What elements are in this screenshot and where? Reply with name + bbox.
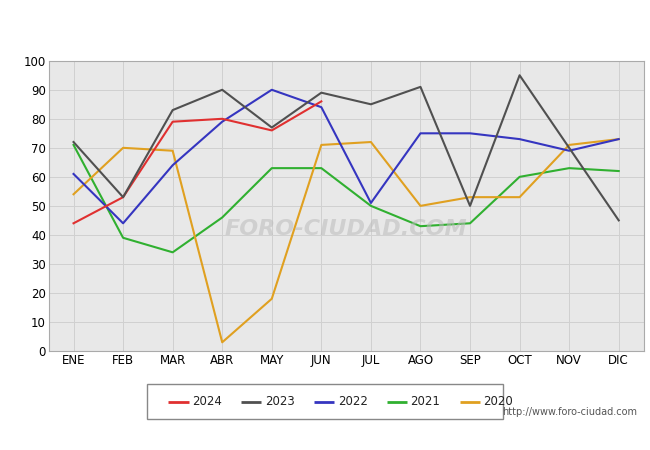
Text: 2021: 2021	[411, 395, 441, 408]
Text: 2024: 2024	[192, 395, 222, 408]
Text: FORO-CIUDAD.COM: FORO-CIUDAD.COM	[225, 219, 467, 239]
FancyBboxPatch shape	[147, 384, 503, 419]
Text: Matriculaciones de Vehiculos en Rojales: Matriculaciones de Vehiculos en Rojales	[145, 7, 505, 25]
Text: 2022: 2022	[338, 395, 368, 408]
Text: 2023: 2023	[265, 395, 294, 408]
Text: 2020: 2020	[484, 395, 513, 408]
Text: http://www.foro-ciudad.com: http://www.foro-ciudad.com	[502, 407, 637, 417]
